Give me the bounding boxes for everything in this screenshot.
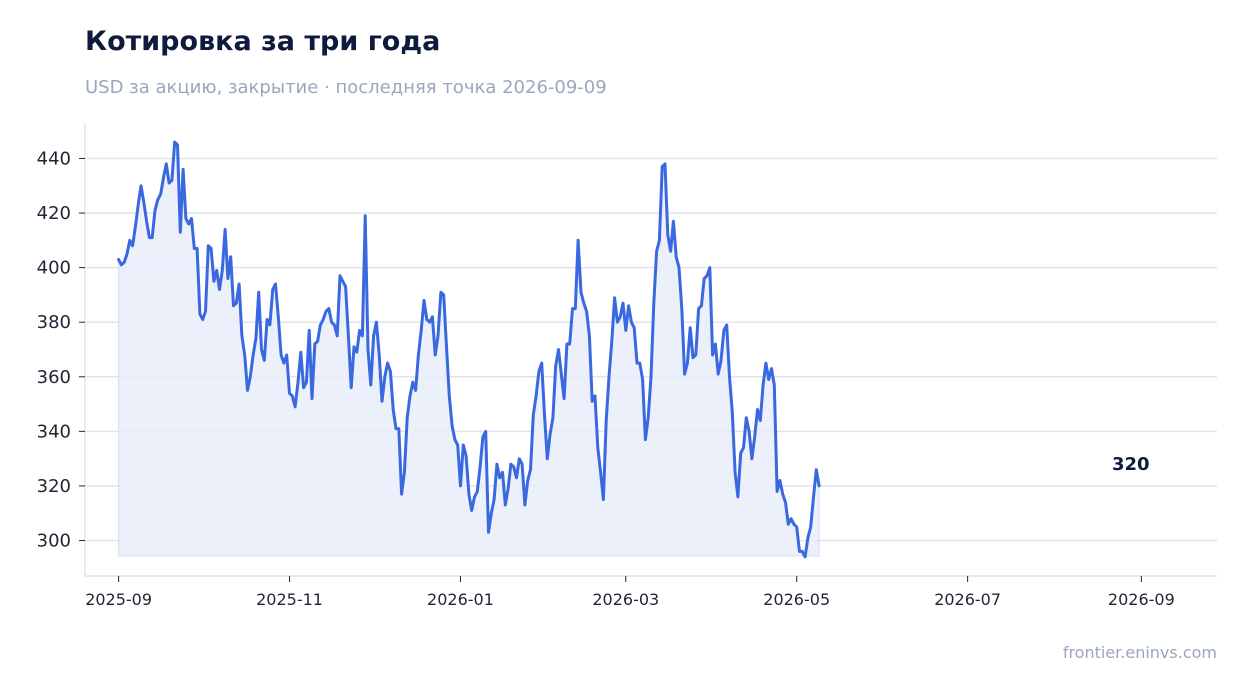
x-tick-label: 2026-03 <box>592 590 659 609</box>
x-tick-label: 2026-05 <box>763 590 830 609</box>
y-tick-label: 340 <box>37 421 71 442</box>
x-tick-label: 2025-11 <box>256 590 323 609</box>
y-tick-label: 300 <box>37 531 71 552</box>
source-credit: frontier.eninvs.com <box>1062 643 1217 662</box>
x-tick-label: 2025-09 <box>85 590 152 609</box>
y-tick-label: 420 <box>37 203 71 224</box>
y-tick-labels: 300 320 340 360 380 400 420 440 <box>37 148 85 552</box>
x-tick-labels: 2025-09 2025-11 2026-01 2026-03 2026-05 2026-… <box>85 576 1175 609</box>
y-tick-label: 380 <box>37 312 71 333</box>
y-tick-label: 400 <box>37 258 71 279</box>
x-tick-label: 2026-01 <box>427 590 494 609</box>
y-tick-label: 440 <box>37 148 71 169</box>
chart-title: Котировка за три года <box>85 26 441 57</box>
price-line <box>117 140 821 559</box>
y-tick-label: 320 <box>37 476 71 497</box>
chart-subtitle: USD за акцию, закрытие · последняя точка… <box>85 77 607 98</box>
last-value-label: 320 <box>1112 454 1150 475</box>
y-tick-label: 360 <box>37 367 71 388</box>
price-line-layer <box>117 140 821 559</box>
x-tick-label: 2026-07 <box>934 590 1001 609</box>
x-tick-label: 2026-09 <box>1108 590 1175 609</box>
